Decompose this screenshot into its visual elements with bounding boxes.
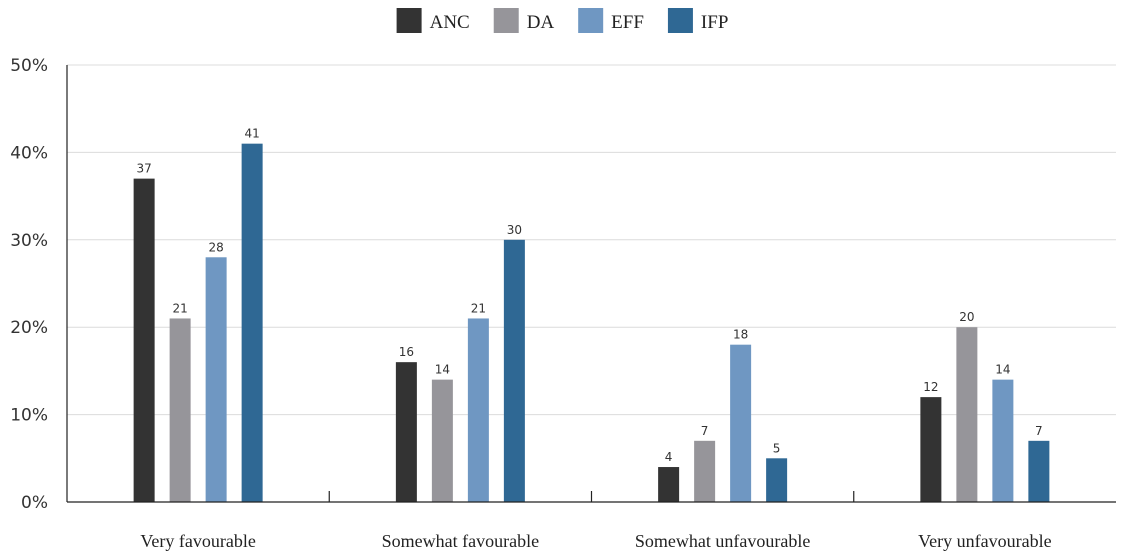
data-labels: 37 21 28 41 16 14 21 30 4 7 18 5 12 20 14 7	[136, 127, 1042, 464]
legend-swatch	[493, 8, 519, 33]
bar-da-4	[956, 327, 978, 502]
legend-item-eff: EFF	[578, 8, 644, 33]
bar-anc-4	[920, 397, 942, 502]
data-label-ifp-2: 30	[507, 223, 522, 237]
y-tick-label: 30%	[10, 231, 48, 251]
legend-label: IFP	[701, 12, 728, 33]
bar-eff-2	[467, 318, 489, 502]
y-tick-label: 0%	[21, 493, 48, 513]
bar-anc-1	[133, 178, 155, 502]
y-tick-label: 40%	[10, 143, 48, 163]
bar-da-3	[694, 440, 716, 502]
data-label-eff-3: 18	[733, 328, 748, 342]
legend-label: ANC	[430, 12, 470, 33]
data-label-ifp-1: 41	[244, 127, 259, 141]
bar-ifp-2	[503, 239, 525, 503]
bar-eff-3	[730, 344, 752, 502]
category-label: Somewhat unfavourable	[635, 531, 810, 551]
data-label-da-4: 20	[959, 310, 974, 324]
data-label-da-2: 14	[435, 363, 450, 377]
data-label-anc-2: 16	[399, 345, 414, 359]
data-label-anc-3: 4	[665, 450, 673, 464]
bars	[133, 143, 1050, 503]
legend: ANC DA EFF IFP	[396, 8, 728, 33]
bar-anc-2	[395, 362, 417, 502]
category-labels: Very favourable Somewhat favourable Somewh…	[140, 531, 1051, 551]
legend-item-anc: ANC	[396, 8, 470, 33]
category-label: Very unfavourable	[918, 531, 1051, 551]
data-label-da-1: 21	[172, 301, 187, 315]
axes	[66, 65, 1116, 503]
legend-swatch	[667, 8, 693, 33]
category-label: Very favourable	[140, 531, 255, 551]
data-label-ifp-4: 7	[1035, 424, 1043, 438]
data-label-anc-1: 37	[136, 162, 151, 176]
data-label-da-3: 7	[701, 424, 709, 438]
bar-da-1	[169, 318, 191, 502]
y-tick-label: 10%	[10, 406, 48, 426]
legend-label: EFF	[611, 12, 644, 33]
data-label-eff-4: 14	[995, 363, 1010, 377]
data-label-ifp-3: 5	[773, 441, 781, 455]
bar-ifp-4	[1028, 440, 1050, 502]
y-tick-label: 20%	[10, 318, 48, 338]
bar-anc-3	[658, 467, 680, 502]
legend-item-da: DA	[493, 8, 555, 33]
legend-label: DA	[527, 12, 555, 33]
data-label-eff-2: 21	[471, 301, 486, 315]
bar-ifp-1	[241, 143, 263, 502]
bar-da-2	[431, 379, 453, 502]
legend-swatch	[396, 8, 422, 33]
data-label-anc-4: 12	[923, 380, 938, 394]
y-axis-tick-labels: 0% 10% 20% 30% 40% 50%	[10, 56, 48, 513]
legend-item-ifp: IFP	[667, 8, 728, 33]
legend-swatch	[578, 8, 604, 33]
bar-eff-4	[992, 379, 1014, 502]
y-tick-label: 50%	[10, 56, 48, 76]
data-label-eff-1: 28	[208, 240, 223, 254]
bar-ifp-3	[766, 458, 788, 502]
bar-eff-1	[205, 257, 227, 502]
category-label: Somewhat favourable	[382, 531, 539, 551]
